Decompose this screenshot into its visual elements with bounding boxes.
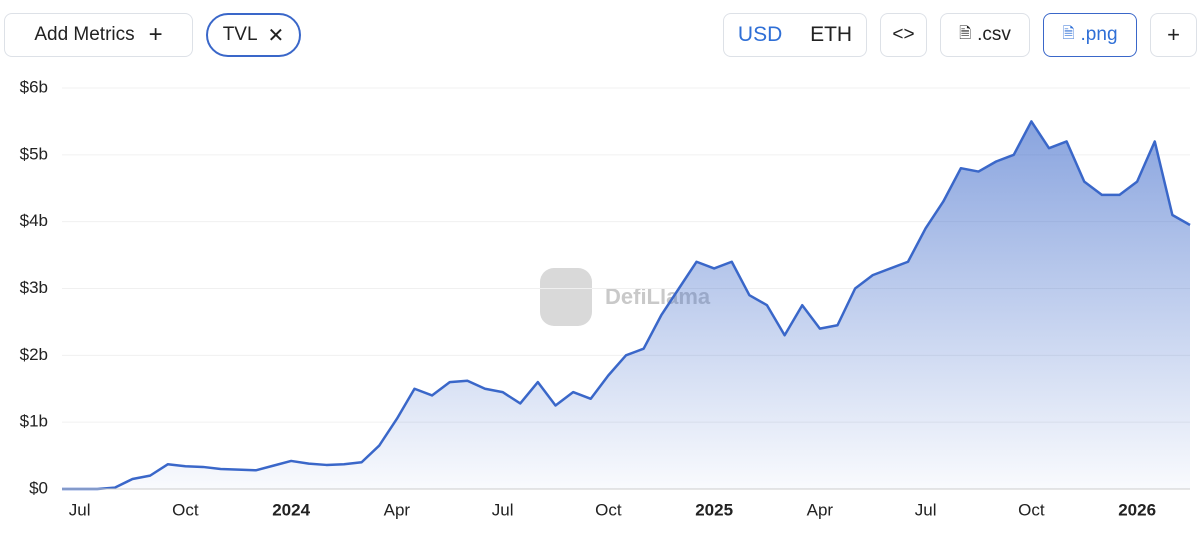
- close-icon: ✕: [267, 24, 285, 47]
- file-icon: 🗎: [959, 24, 972, 42]
- area-fill: [62, 121, 1190, 490]
- watermark-logo: [540, 268, 592, 326]
- button-label: Add Metrics: [34, 24, 135, 45]
- embed-button[interactable]: <>: [880, 13, 927, 57]
- png-button[interactable]: 🗎 .png: [1043, 13, 1137, 57]
- x-tick-label: Oct: [172, 500, 199, 519]
- x-tick-label: Apr: [807, 500, 834, 519]
- add-button[interactable]: +: [1150, 13, 1197, 57]
- x-tick-label: 2026: [1118, 500, 1156, 519]
- y-tick-label: $6b: [20, 77, 48, 96]
- x-tick-label: Jul: [69, 500, 91, 519]
- x-tick-label: Apr: [384, 500, 411, 519]
- x-tick-label: Jul: [915, 500, 937, 519]
- x-tick-label: 2024: [272, 500, 310, 519]
- usd-option[interactable]: USD: [737, 23, 783, 46]
- y-tick-label: $0: [29, 478, 48, 497]
- currency-toggle: USD ETH: [723, 13, 867, 57]
- plus-icon: +: [148, 21, 163, 48]
- file-icon: 🗎: [1062, 24, 1075, 42]
- chip-label: TVL: [222, 24, 258, 45]
- x-tick-label: Oct: [595, 500, 622, 519]
- y-tick-label: $3b: [20, 278, 48, 297]
- button-label: .csv: [977, 24, 1011, 45]
- metric-chip[interactable]: TVL ✕: [206, 13, 301, 57]
- csv-button[interactable]: 🗎 .csv: [940, 13, 1030, 57]
- x-tick-label: Oct: [1018, 500, 1045, 519]
- button-label: .png: [1080, 24, 1118, 45]
- add-metrics-button[interactable]: Add Metrics +: [4, 13, 193, 57]
- x-tick-label: 2025: [695, 500, 733, 519]
- y-tick-label: $2b: [20, 345, 48, 364]
- y-tick-label: $1b: [20, 412, 48, 431]
- tvl-line: [62, 120, 1191, 491]
- y-tick-label: $5b: [20, 144, 48, 163]
- watermark: DefiLlama: [605, 284, 711, 309]
- y-tick-label: $4b: [20, 211, 48, 230]
- x-tick-label: Jul: [492, 500, 514, 519]
- eth-option[interactable]: ETH: [810, 23, 853, 46]
